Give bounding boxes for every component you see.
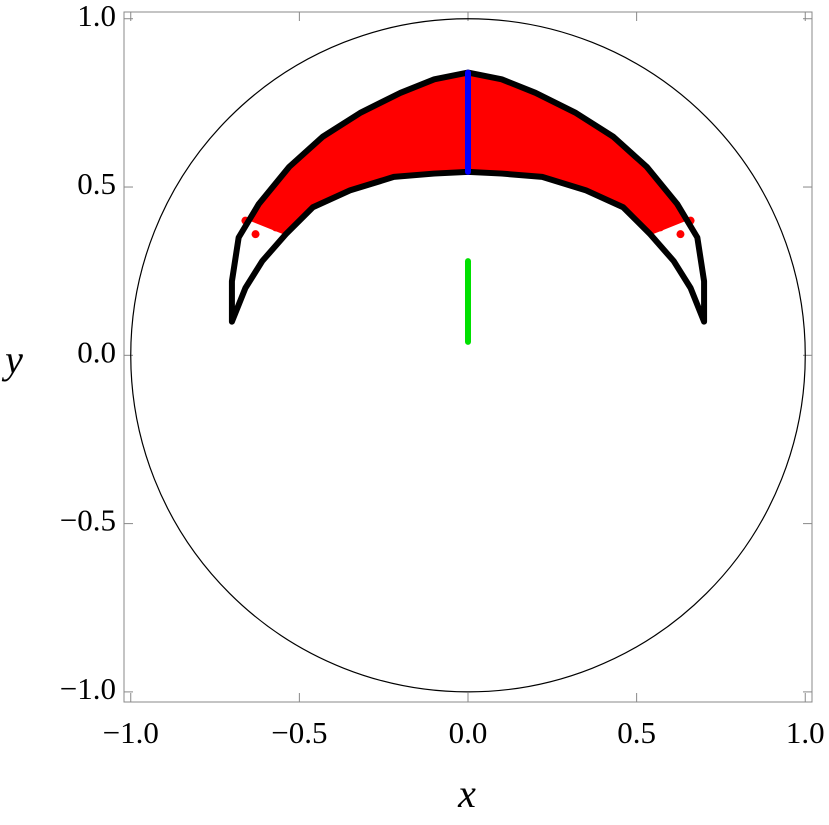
point	[261, 209, 270, 218]
x-tick-label: 0.5	[617, 715, 656, 750]
curve	[228, 69, 708, 325]
y-tick-label: −1.0	[60, 671, 116, 706]
y-tick-label: 0.5	[77, 166, 116, 201]
point	[656, 223, 665, 232]
unit-circle	[130, 18, 806, 693]
x-tick-label: 1.0	[786, 715, 825, 750]
y-tick-label: −0.5	[60, 503, 116, 538]
y-tick-label: 1.0	[77, 0, 116, 33]
x-tick-label: −0.5	[271, 715, 327, 750]
x-axis-title: x	[457, 771, 476, 816]
point	[251, 230, 260, 239]
y-tick-label: 0.0	[77, 334, 116, 369]
x-tick-label: 0.0	[449, 715, 488, 750]
x-tick-label: −1.0	[103, 715, 159, 750]
point	[666, 209, 675, 218]
point	[676, 230, 685, 239]
point	[271, 223, 280, 232]
y-axis-title: y	[1, 337, 23, 382]
